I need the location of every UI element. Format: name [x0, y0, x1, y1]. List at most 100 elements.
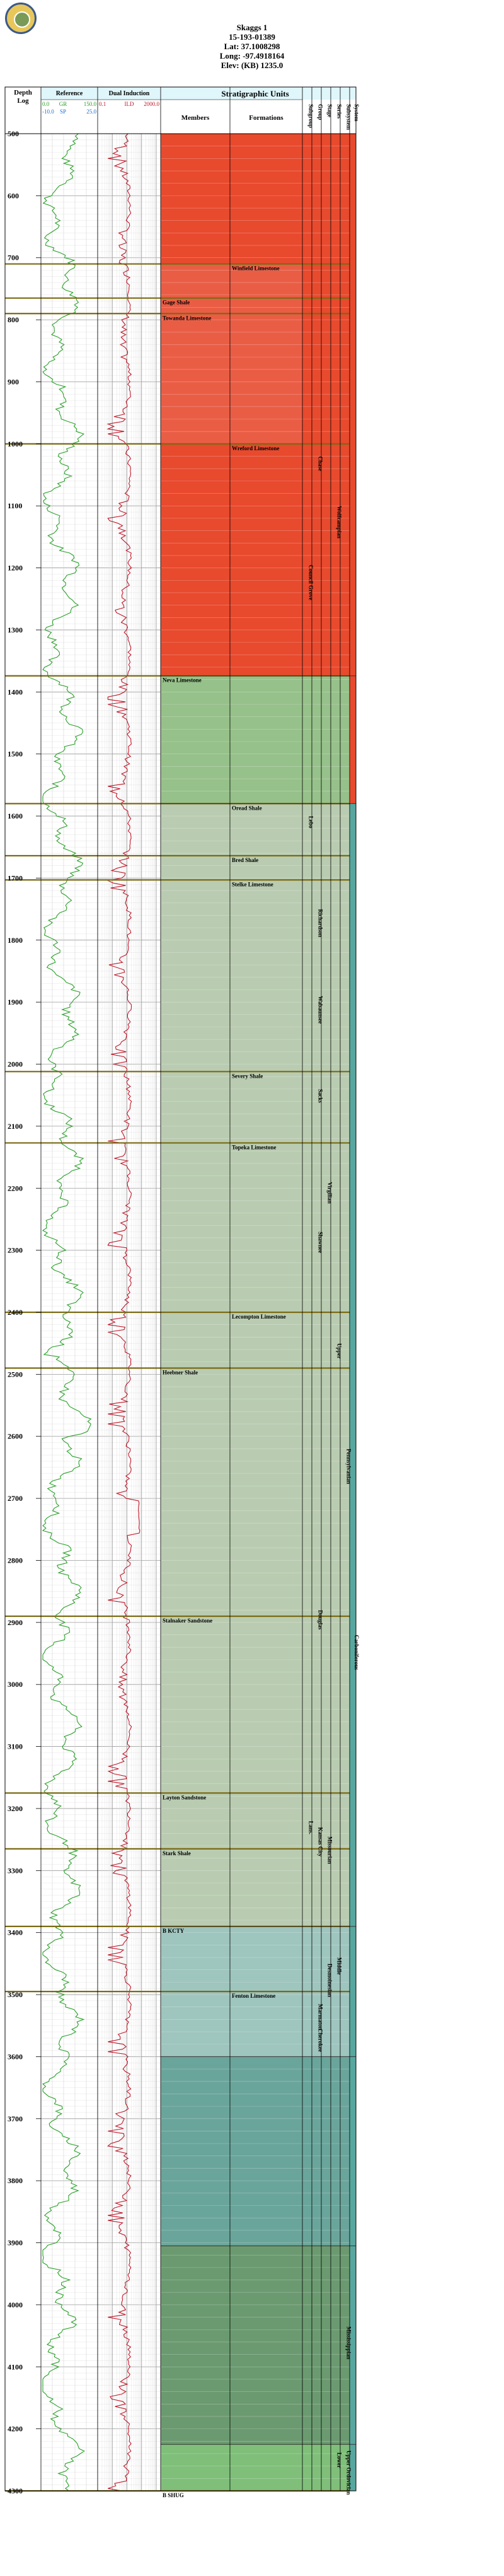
formation-top-label: Stelke Limestone — [232, 881, 273, 887]
depth-tick-label: 3600 — [8, 2052, 23, 2061]
formation-top-label: Towanda Limestone — [163, 315, 211, 321]
depth-tick-label: 1800 — [8, 936, 23, 945]
unit-label: Virgilian — [327, 1182, 333, 1203]
formation-top-label: B SHUG — [163, 2492, 184, 2498]
depth-tick-label: 1200 — [8, 564, 23, 573]
ordovician-band — [161, 2444, 350, 2491]
depth-tick-label: 2100 — [8, 1122, 23, 1131]
unit-label: Upper Ordovician — [346, 2451, 352, 2495]
sp-mnemonic: SP — [60, 108, 66, 115]
depth-tick-label: 1500 — [8, 750, 23, 759]
unit-label: Missourian — [327, 1836, 333, 1864]
well-name: Skaggs 1 — [236, 23, 268, 32]
system-strip-permian — [350, 134, 356, 804]
sp-scale-max: 25.0 — [86, 108, 96, 115]
system-strip — [350, 803, 356, 2491]
depth-tick-label: 3000 — [8, 1680, 23, 1689]
depth-tick-label: 4000 — [8, 2300, 23, 2309]
depth-tick-label: 4100 — [8, 2362, 23, 2371]
depth-tick-label: 4300 — [8, 2486, 23, 2495]
depth-tick-label: 4200 — [8, 2425, 23, 2433]
latitude: Lat: 37.1008298 — [224, 42, 280, 51]
ind-scale-min: 0.1 — [99, 101, 106, 107]
formation-top-label: Heebner Shale — [163, 1370, 198, 1376]
log-column-label: Log — [17, 97, 29, 105]
miss-band — [161, 2246, 350, 2445]
depth-tick-label: 2200 — [8, 1184, 23, 1192]
formation-top-label: Fenton Limestone — [232, 1993, 275, 1999]
unit-label: Carboniferous — [353, 1635, 360, 1670]
depth-tick-label: 1900 — [8, 998, 23, 1006]
api-number: 15-193-01389 — [229, 32, 275, 42]
unit-label: Richardson — [318, 909, 324, 938]
depth-tick-label: 3800 — [8, 2176, 23, 2185]
penn-band — [161, 803, 350, 1926]
depth-tick-label: 2900 — [8, 1618, 23, 1627]
depth-tick-label: 2400 — [8, 1308, 23, 1317]
formation-top-label: Oread Shale — [232, 805, 262, 811]
tier-header-label: Group — [318, 104, 324, 120]
depth-tick-label: 1000 — [8, 440, 23, 448]
unit-label: Mississippian — [346, 2326, 352, 2359]
formations-column-label: Formations — [249, 114, 284, 122]
unit-label: Middle — [336, 1957, 343, 1975]
formation-top-label: Gage Shale — [163, 300, 190, 306]
tier-header-label: Subgroup — [308, 104, 314, 128]
unit-label: Lebo — [308, 816, 314, 829]
depth-tick-label: 900 — [8, 377, 19, 386]
depth-tick-label: 2500 — [8, 1370, 23, 1378]
cherokee-band — [161, 2056, 350, 2246]
unit-label: Lower — [336, 2452, 343, 2468]
penn-upper-band — [161, 675, 350, 804]
formation-top-label: Topeka Limestone — [232, 1144, 276, 1150]
depth-tick-label: 600 — [8, 191, 19, 200]
unit-label: Cherokee — [318, 2029, 324, 2052]
depth-tick-label: 2700 — [8, 1494, 23, 1503]
formation-top-label: Severy Shale — [232, 1073, 263, 1079]
depth-tick-label: 3300 — [8, 1866, 23, 1875]
members-column-label: Members — [181, 114, 210, 122]
unit-label: Pennsylvanian — [346, 1448, 352, 1484]
formation-top-label: Winfield Limestone — [232, 265, 280, 272]
formation-top-label: Neva Limestone — [163, 677, 202, 684]
gr-scale-max: 150.0 — [84, 101, 97, 107]
ind-scale-max: 2000.0 — [144, 101, 159, 107]
formation-top-label: Wreford Limestone — [232, 445, 279, 452]
depth-tick-label: 3400 — [8, 1928, 23, 1937]
depth-tick-label: 1100 — [8, 501, 22, 510]
well-header: Skaggs 1 15-193-01389 Lat: 37.1008298 Lo… — [0, 0, 504, 83]
tier-header-label: Subsystem — [346, 104, 352, 131]
depth-tick-label: 1600 — [8, 812, 23, 820]
depth-tick-label: 3500 — [8, 1990, 23, 1999]
unit-label: Upper — [336, 1343, 343, 1359]
formation-top-label: Layton Sandstone — [163, 1794, 206, 1800]
ind-mnemonic: ILD — [125, 101, 134, 107]
formation-top-label: Stark Shale — [163, 1850, 191, 1856]
depth-tick-label: 2300 — [8, 1246, 23, 1255]
reference-header-fill — [41, 87, 98, 100]
formation-top-label: Bred Shale — [232, 857, 258, 863]
depth-tick-label: 2600 — [8, 1432, 23, 1441]
unit-label: Council Grove — [308, 565, 314, 600]
depth-tick-label: 700 — [8, 254, 19, 262]
strat-units-label: Stratigraphic Units — [221, 89, 289, 98]
sp-scale-min: -10.0 — [42, 108, 54, 115]
gr-scale-min: 0.0 — [42, 101, 50, 107]
unit-label: Douglas — [318, 1610, 324, 1630]
depth-tick-label: 1700 — [8, 873, 23, 882]
depth-tick-label: 1300 — [8, 626, 23, 634]
strat-header-fill — [161, 87, 356, 100]
depth-tick-label: 3900 — [8, 2239, 23, 2247]
depth-tick-label: 3100 — [8, 1742, 23, 1751]
kgs-seal-logo — [5, 3, 37, 34]
unit-label: Lans. — [308, 1821, 314, 1834]
unit-label: Wabaunsee — [318, 996, 324, 1023]
formation-top-label: Lecompton Limestone — [232, 1314, 286, 1320]
depth-tick-label: 3700 — [8, 2114, 23, 2123]
chase-light-band — [161, 264, 302, 444]
unit-label: Sacks — [318, 1089, 324, 1104]
elevation: Elev: (KB) 1235.0 — [220, 61, 284, 70]
unit-label: Marmaton — [318, 2004, 324, 2031]
reference-track-label: Reference — [56, 90, 83, 97]
